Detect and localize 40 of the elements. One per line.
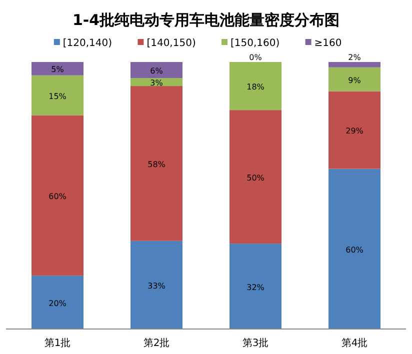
bar — [130, 78, 182, 86]
chart-title: 1-4批纯电动专用车电池能量密度分布图 — [72, 11, 340, 29]
bar — [328, 62, 380, 68]
bar — [32, 75, 84, 116]
data-label: 6% — [150, 66, 164, 76]
bar — [230, 62, 282, 110]
legend-label: ≥160 — [314, 38, 342, 49]
data-label: 50% — [246, 173, 265, 182]
bar — [328, 67, 380, 92]
data-label: 29% — [346, 126, 364, 136]
data-label: 33% — [148, 281, 166, 290]
bar — [130, 62, 182, 78]
data-label: 2% — [348, 53, 362, 62]
x-tick-label: 第4批 — [341, 337, 368, 349]
bar — [328, 168, 380, 329]
data-label: 60% — [48, 192, 67, 201]
x-tick-label: 第3批 — [242, 337, 269, 349]
data-label: 58% — [148, 160, 166, 169]
data-label: 15% — [48, 92, 67, 101]
data-label: 60% — [346, 245, 364, 254]
data-label: 18% — [246, 82, 265, 92]
bar — [230, 110, 282, 244]
bar — [32, 62, 84, 76]
bar — [32, 115, 84, 276]
bar — [130, 86, 182, 241]
legend-label: [150,160) — [230, 38, 280, 49]
data-label: 5% — [51, 65, 64, 74]
legend-label: [120,140) — [62, 38, 112, 49]
bar — [32, 276, 84, 329]
bar — [328, 91, 380, 169]
bar — [230, 244, 282, 329]
data-label: 9% — [348, 76, 362, 85]
data-label: 0% — [249, 53, 262, 62]
data-label: 3% — [150, 78, 164, 88]
bar — [130, 240, 182, 329]
data-label: 32% — [246, 282, 265, 292]
x-tick-label: 第1批 — [44, 337, 71, 349]
x-tick-label: 第2批 — [143, 337, 170, 349]
legend-label: [140,150) — [146, 38, 196, 49]
data-label: 20% — [48, 298, 67, 308]
